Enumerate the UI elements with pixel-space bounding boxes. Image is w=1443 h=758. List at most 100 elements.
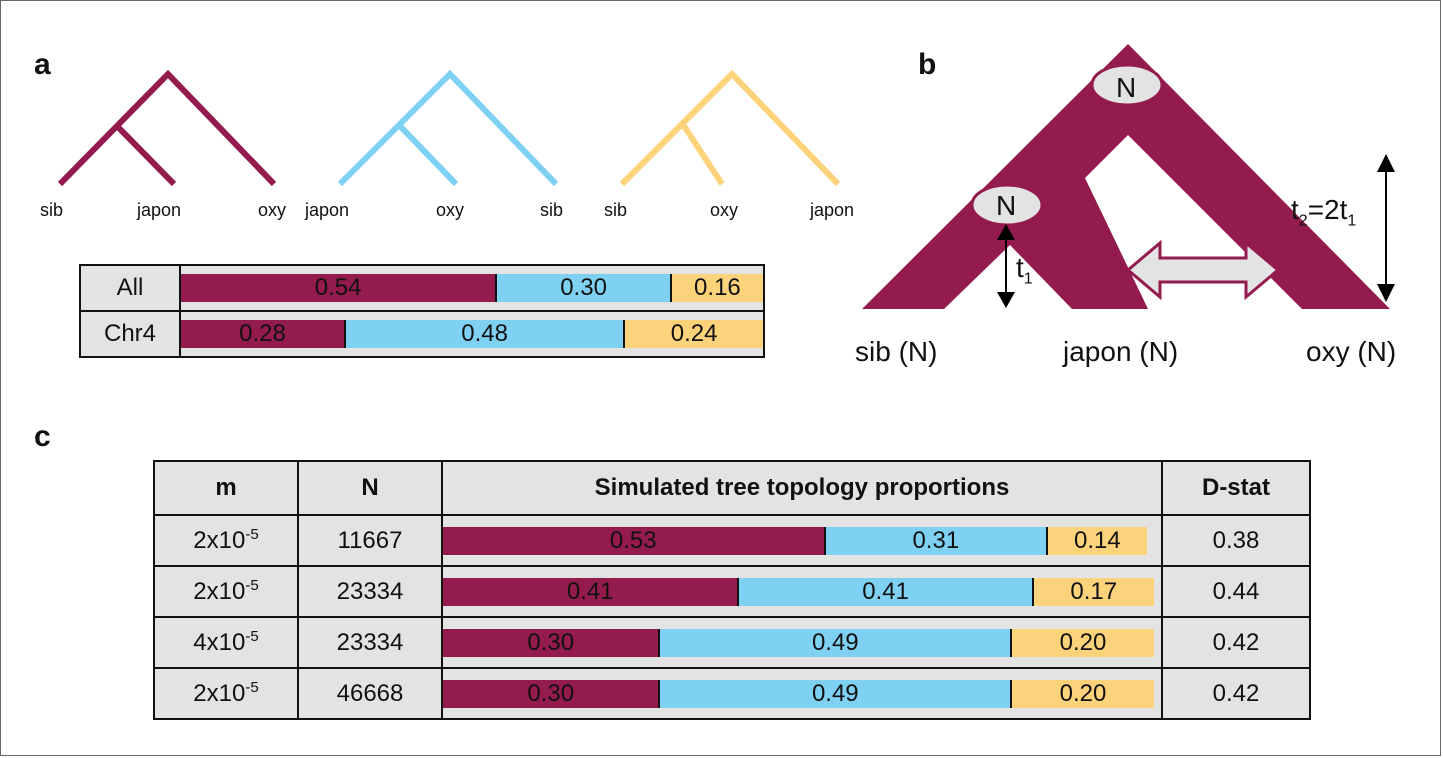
- table-row: 4x10-5 23334 0.30 0.49 0.20 0.42: [153, 616, 1311, 669]
- internal-node-label: N: [996, 190, 1017, 221]
- segment-yellow: 0.20: [1010, 679, 1154, 708]
- tree1-leaf-3: oxy: [258, 200, 287, 220]
- dstat-cell: 0.42: [1161, 616, 1311, 669]
- panel-c-label: c: [34, 420, 51, 453]
- m-base: 2x10: [193, 680, 246, 707]
- m-base: 2x10: [193, 578, 246, 605]
- n-cell: 11667: [297, 514, 443, 567]
- proportion-bar-cell: 0.30 0.49 0.20: [441, 616, 1163, 669]
- segment-cyan: 0.30: [495, 274, 670, 302]
- leaf-sib: sib (N): [855, 336, 938, 367]
- ancestral-node: [1090, 63, 1164, 107]
- segment-yellow: 0.20: [1010, 628, 1154, 657]
- t1-label: t1: [1016, 252, 1033, 289]
- t2-subscript-2: 1: [1347, 212, 1357, 230]
- tree-maroon: [57, 69, 277, 187]
- n-cell: 23334: [297, 565, 443, 618]
- proportion-bar-cell: 0.41 0.41 0.17: [441, 565, 1163, 618]
- t2-arrow: [1377, 154, 1395, 302]
- n-cell: 46668: [297, 667, 443, 720]
- tree1-leaf-1: sib: [40, 200, 64, 220]
- t1-text: t: [1016, 252, 1024, 283]
- segment-maroon: 0.30: [443, 628, 659, 657]
- t1-subscript: 1: [1023, 270, 1033, 288]
- proportion-bar-cell: 0.54 0.30 0.16: [179, 264, 765, 312]
- m-cell: 4x10-5: [153, 616, 299, 669]
- segment-yellow: 0.17: [1031, 577, 1154, 606]
- m-cell: 2x10-5: [153, 667, 299, 720]
- tree-cyan: [337, 69, 559, 187]
- tree1-leaf-2: japon: [137, 200, 182, 220]
- dstat-cell: 0.44: [1161, 565, 1311, 618]
- header-dstat: D-stat: [1161, 460, 1311, 516]
- panel-a-label: a: [34, 48, 51, 81]
- segment-cyan: 0.41: [737, 577, 1032, 606]
- proportion-bar-cell: 0.30 0.49 0.20: [441, 667, 1163, 720]
- m-cell: 2x10-5: [153, 565, 299, 618]
- proportion-bar: 0.53 0.31 0.14: [443, 526, 1161, 555]
- internal-node: [970, 183, 1044, 227]
- table-row: 2x10-5 11667 0.53 0.31 0.14 0.38: [153, 514, 1311, 567]
- tree3-leaf-3: japon: [810, 200, 855, 220]
- dstat-cell: 0.42: [1161, 667, 1311, 720]
- tree3-leaf-1: sib: [604, 200, 628, 220]
- table-header-row: m N Simulated tree topology proportions …: [153, 460, 1311, 516]
- panel-c-table: m N Simulated tree topology proportions …: [153, 460, 1311, 720]
- dstat-cell: 0.38: [1161, 514, 1311, 567]
- header-n: N: [297, 460, 443, 516]
- table-row: 2x10-5 46668 0.30 0.49 0.20 0.42: [153, 667, 1311, 720]
- tree2-leaf-2: oxy: [436, 200, 465, 220]
- m-exponent: -5: [245, 577, 259, 594]
- n-cell: 23334: [297, 616, 443, 669]
- segment-cyan: 0.49: [658, 679, 1011, 708]
- segment-yellow: 0.16: [669, 274, 763, 302]
- segment-cyan: 0.31: [823, 526, 1047, 555]
- segment-maroon: 0.30: [443, 679, 659, 708]
- header-proportions: Simulated tree topology proportions: [441, 460, 1163, 516]
- m-base: 2x10: [193, 527, 246, 554]
- proportion-bar: 0.30 0.49 0.20: [443, 628, 1161, 657]
- t2-text: t: [1291, 194, 1299, 225]
- m-exponent: -5: [245, 526, 259, 543]
- m-exponent: -5: [245, 628, 259, 645]
- segment-maroon: 0.41: [443, 577, 738, 606]
- segment-yellow: 0.24: [623, 320, 763, 348]
- gene-flow-arrow: [1125, 239, 1281, 301]
- segment-maroon: 0.53: [443, 526, 824, 555]
- tree2-leaf-1: japon: [305, 200, 350, 220]
- segment-cyan: 0.48: [343, 320, 624, 348]
- leaf-japon: japon (N): [1063, 336, 1179, 367]
- panel-b-label: b: [918, 48, 937, 81]
- table-row: All 0.54 0.30 0.16: [79, 264, 765, 312]
- table-row: 2x10-5 23334 0.41 0.41 0.17 0.44: [153, 565, 1311, 618]
- table-row: Chr4 0.28 0.48 0.24: [79, 310, 765, 358]
- proportion-bar: 0.41 0.41 0.17: [443, 577, 1161, 606]
- t1-arrow: [997, 224, 1015, 308]
- leaf-oxy: oxy (N): [1306, 336, 1397, 367]
- row-label: All: [79, 264, 181, 312]
- m-base: 4x10: [193, 629, 246, 656]
- proportion-bar-cell: 0.28 0.48 0.24: [179, 310, 765, 358]
- tree-yellow: [619, 69, 841, 187]
- ancestral-node-label: N: [1116, 72, 1137, 103]
- t2-label: t2=2t1: [1291, 194, 1356, 231]
- row-label: Chr4: [79, 310, 181, 358]
- t2-subscript: 2: [1298, 212, 1308, 230]
- m-cell: 2x10-5: [153, 514, 299, 567]
- m-exponent: -5: [245, 679, 259, 696]
- proportion-bar-cell: 0.53 0.31 0.14: [441, 514, 1163, 567]
- proportion-bar: 0.28 0.48 0.24: [181, 320, 763, 348]
- segment-yellow: 0.14: [1046, 526, 1147, 555]
- proportion-bar: 0.30 0.49 0.20: [443, 679, 1161, 708]
- ancestral-branch-shape: [862, 44, 1390, 309]
- t2-equals-text: =2t: [1307, 194, 1348, 225]
- panel-a-table: All 0.54 0.30 0.16 Chr4 0.28 0.48 0.24: [79, 264, 765, 358]
- proportion-bar: 0.54 0.30 0.16: [181, 274, 763, 302]
- segment-maroon: 0.28: [181, 320, 344, 348]
- segment-cyan: 0.49: [658, 628, 1011, 657]
- tree2-leaf-3: sib: [540, 200, 564, 220]
- header-m: m: [153, 460, 299, 516]
